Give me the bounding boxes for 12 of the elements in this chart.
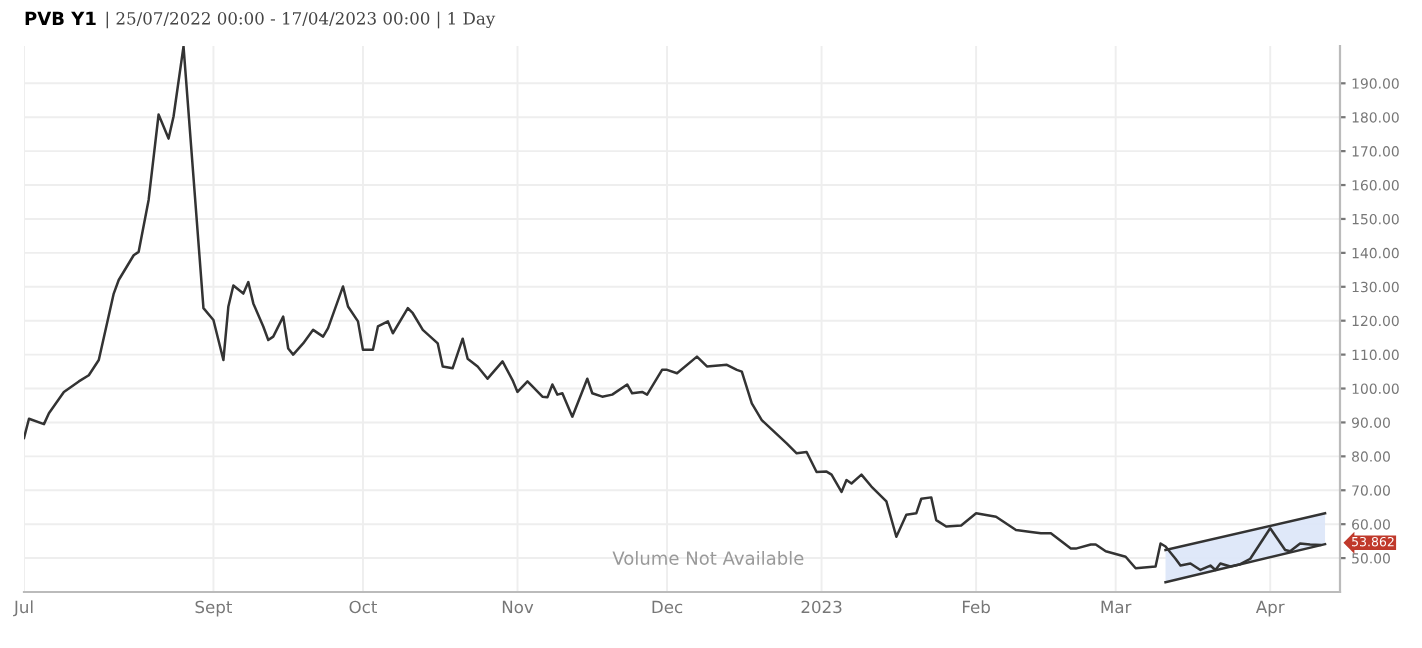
x-tick-label: Apr <box>1255 600 1285 617</box>
chart-title: PVB Y1 <box>25 11 96 25</box>
x-tick-label: Nov <box>502 600 534 614</box>
x-tick-label: Sept <box>195 600 232 617</box>
x-tick-label: Jul <box>13 600 33 617</box>
x-tick-label: Dec <box>652 600 683 614</box>
x-tick-label: 2023 <box>801 600 842 614</box>
x-tick-label: Mar <box>1101 600 1132 614</box>
chart-subtitle: | 25/07/2022 00:00 - 17/04/2023 00:00 | 1 Day <box>106 11 496 29</box>
x-tick-label: Feb <box>962 600 990 614</box>
annotation: Volume Not Available <box>612 550 804 565</box>
x-tick-label: Oct <box>349 600 377 614</box>
